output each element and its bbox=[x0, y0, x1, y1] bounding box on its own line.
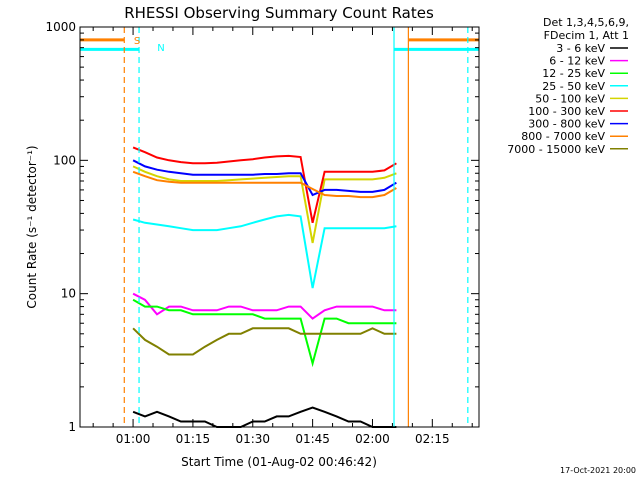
legend-label-2: 12 - 25 keV bbox=[542, 67, 605, 80]
legend-label-7: 800 - 7000 keV bbox=[521, 130, 605, 143]
legend-label-4: 50 - 100 keV bbox=[535, 92, 605, 105]
legend-label-3: 25 - 50 keV bbox=[542, 80, 605, 93]
series-line-8 bbox=[132, 327, 397, 356]
series-line-3 bbox=[132, 213, 397, 289]
y-tick-label-3: 1000 bbox=[45, 20, 76, 34]
y-tick-label-2: 100 bbox=[53, 153, 76, 167]
legend-label-0: 3 - 6 keV bbox=[556, 42, 605, 55]
x-tick-label-5: 02:15 bbox=[415, 432, 450, 446]
legend-label-6: 300 - 800 keV bbox=[528, 118, 605, 131]
legend-label-1: 6 - 12 keV bbox=[549, 55, 605, 68]
plot-series bbox=[132, 146, 397, 428]
legend: Det 1,3,4,5,6,9, FDecim 1, Att 1 3 - 6 k… bbox=[507, 16, 629, 156]
series-line-2 bbox=[132, 298, 397, 368]
y-tick-label-0: 1 bbox=[68, 420, 76, 434]
x-axis-label: Start Time (01-Aug-02 00:46:42) bbox=[181, 455, 377, 469]
plot-frame bbox=[79, 26, 480, 428]
series-line-4 bbox=[132, 165, 397, 244]
x-tick-label-3: 01:45 bbox=[295, 432, 330, 446]
flag-label-n: N bbox=[157, 43, 164, 54]
legend-header-line-2: FDecim 1, Att 1 bbox=[544, 29, 629, 42]
series-line-1 bbox=[132, 292, 397, 320]
axis-ticks: 01:00 01:15 01:30 01:45 02:00 02:15 1 10 100 1000 bbox=[45, 20, 479, 446]
y-axis-label: Count Rate (s⁻¹ detector⁻¹) bbox=[25, 145, 39, 308]
x-tick-label-0: 01:00 bbox=[116, 432, 151, 446]
series-line-7 bbox=[132, 170, 397, 199]
y-tick-label-1: 10 bbox=[61, 287, 76, 301]
x-tick-label-4: 02:00 bbox=[355, 432, 390, 446]
series-line-5 bbox=[132, 146, 397, 224]
legend-label-5: 100 - 300 keV bbox=[528, 105, 605, 118]
series-line-0 bbox=[132, 406, 397, 428]
series-line-6 bbox=[132, 159, 397, 197]
date-stamp: 17-Oct-2021 20:00 bbox=[560, 466, 636, 475]
legend-header-line-1: Det 1,3,4,5,6,9, bbox=[543, 16, 629, 29]
legend-label-8: 7000 - 15000 keV bbox=[507, 143, 605, 156]
x-tick-label-1: 01:15 bbox=[176, 432, 211, 446]
x-tick-label-2: 01:30 bbox=[235, 432, 270, 446]
chart-title: RHESSI Observing Summary Count Rates bbox=[124, 4, 434, 22]
flag-label-s: S bbox=[134, 36, 140, 47]
plot-markers bbox=[80, 27, 479, 427]
